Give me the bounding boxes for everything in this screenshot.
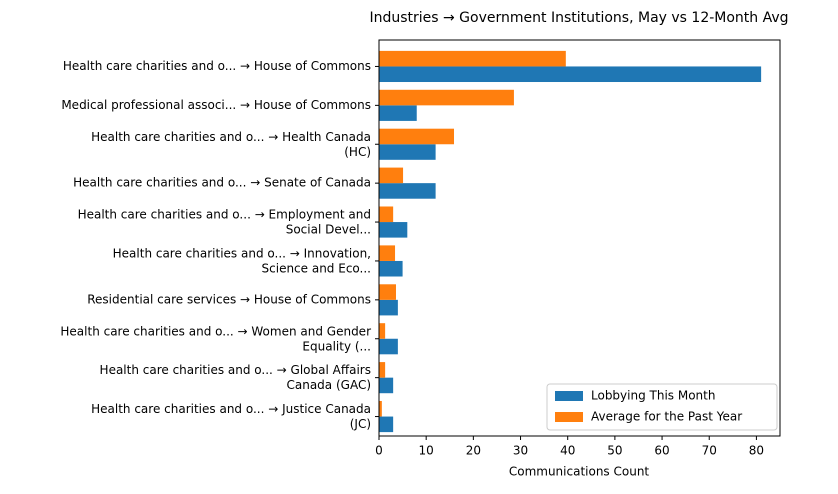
x-axis-label: Communications Count [509, 465, 650, 479]
x-tick-label: 60 [654, 444, 669, 458]
bar [379, 284, 396, 300]
y-tick-label: Health care charities and o... → Women a… [60, 324, 371, 353]
bar [379, 362, 386, 378]
x-tick-label: 80 [749, 444, 764, 458]
y-tick-label: Health care charities and o... → Justice… [91, 402, 371, 431]
x-tick-label: 30 [513, 444, 528, 458]
bar [379, 338, 398, 355]
legend-label: Average for the Past Year [591, 410, 742, 424]
y-tick-label: Health care charities and o... → House o… [63, 59, 371, 73]
x-tick-label: 50 [607, 444, 622, 458]
bar [379, 183, 436, 199]
x-tick-label: 70 [702, 444, 717, 458]
x-tick-label: 40 [560, 444, 575, 458]
bar [379, 400, 382, 417]
bar [379, 144, 436, 160]
y-tick-label: Health care charities and o... → Global … [100, 363, 371, 392]
plot-frame [378, 39, 781, 437]
x-tick-label: 20 [466, 444, 481, 458]
bar [379, 66, 762, 83]
y-tick-label: Health care charities and o... → Health … [91, 129, 371, 158]
legend-swatch [555, 391, 583, 401]
legend-label: Lobbying This Month [591, 389, 715, 403]
y-tick-label: Health care charities and o... → Senate … [73, 176, 371, 190]
x-tick-label: 0 [375, 444, 383, 458]
bar [379, 50, 566, 67]
legend-swatch [555, 412, 583, 422]
legend-box [546, 383, 778, 431]
bar [379, 105, 417, 121]
bar [379, 299, 398, 316]
y-tick-label: Health care charities and o... → Employm… [78, 207, 371, 236]
bar [379, 245, 396, 261]
chart-title: Industries → Government Institutions, Ma… [369, 10, 788, 26]
bar [379, 260, 403, 277]
bar [379, 222, 408, 238]
bar [379, 128, 455, 145]
bar [379, 416, 394, 433]
y-tick-label: Health care charities and o... → Innovat… [113, 246, 371, 275]
x-tick-label: 10 [419, 444, 434, 458]
y-tick-label: Medical professional associ... → House o… [61, 98, 371, 112]
y-tick-label: Residential care services → House of Com… [87, 292, 371, 306]
bar [379, 377, 394, 394]
bar [379, 167, 404, 184]
bar [379, 206, 394, 223]
bar [379, 323, 386, 339]
bar [379, 89, 514, 106]
